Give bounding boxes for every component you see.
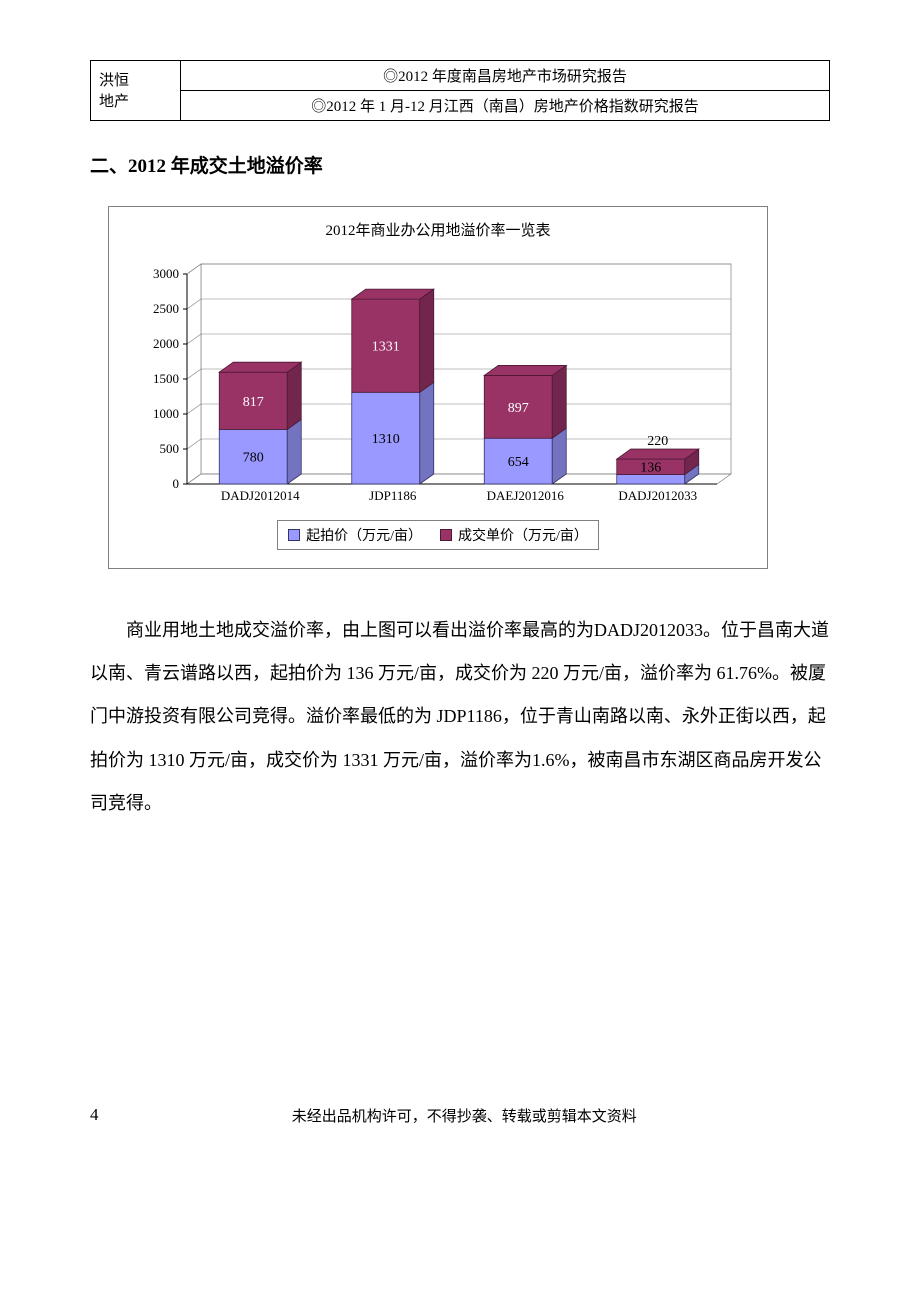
legend-swatch	[440, 529, 452, 541]
svg-text:2500: 2500	[153, 301, 179, 316]
legend-label: 成交单价（万元/亩）	[458, 525, 588, 545]
svg-text:500: 500	[160, 441, 180, 456]
legend-item: 起拍价（万元/亩）	[288, 525, 422, 545]
svg-text:2000: 2000	[153, 336, 179, 351]
svg-text:136: 136	[640, 460, 661, 475]
header-table: 洪恒 地产 ◎2012 年度南昌房地产市场研究报告 ◎2012 年 1 月-12…	[90, 60, 830, 121]
chart-container: 2012年商业办公用地溢价率一览表 0 500 1000 1500 2000 2500 30…	[108, 206, 768, 569]
svg-text:3000: 3000	[153, 266, 179, 281]
page-footer: 4 未经出品机构许可，不得抄袭、转载或剪辑本文资料	[90, 1105, 830, 1126]
svg-text:1000: 1000	[153, 406, 179, 421]
svg-text:0: 0	[173, 476, 180, 491]
chart-legend: 起拍价（万元/亩） 成交单价（万元/亩）	[277, 520, 599, 550]
svg-text:897: 897	[508, 401, 529, 416]
legend-item: 成交单价（万元/亩）	[440, 525, 588, 545]
svg-text:JDP1186: JDP1186	[369, 488, 417, 503]
header-line1: ◎2012 年度南昌房地产市场研究报告	[181, 61, 830, 91]
svg-text:1310: 1310	[372, 432, 400, 447]
svg-text:1500: 1500	[153, 371, 179, 386]
legend-swatch	[288, 529, 300, 541]
svg-text:DADJ2012014: DADJ2012014	[221, 488, 300, 503]
footer-note: 未经出品机构许可，不得抄袭、转载或剪辑本文资料	[90, 1105, 830, 1126]
svg-text:1331: 1331	[372, 340, 400, 355]
svg-text:220: 220	[647, 434, 668, 449]
legend-label: 起拍价（万元/亩）	[306, 525, 422, 545]
header-line2: ◎2012 年 1 月-12 月江西（南昌）房地产价格指数研究报告	[181, 91, 830, 121]
svg-text:DAEJ2012016: DAEJ2012016	[487, 488, 565, 503]
bar-chart: 0 500 1000 1500 2000 2500 3000 780 817 DADJ201201…	[127, 252, 737, 512]
svg-text:DADJ2012033: DADJ2012033	[618, 488, 697, 503]
header-company: 洪恒 地产	[91, 61, 181, 121]
chart-title: 2012年商业办公用地溢价率一览表	[127, 219, 749, 240]
svg-text:817: 817	[243, 395, 264, 410]
svg-text:780: 780	[243, 451, 264, 466]
analysis-paragraph: 商业用地土地成交溢价率，由上图可以看出溢价率最高的为DADJ2012033。位于…	[90, 609, 830, 825]
svg-text:654: 654	[508, 455, 529, 470]
page-number: 4	[90, 1105, 99, 1125]
section-title: 二、2012 年成交土地溢价率	[90, 151, 830, 178]
